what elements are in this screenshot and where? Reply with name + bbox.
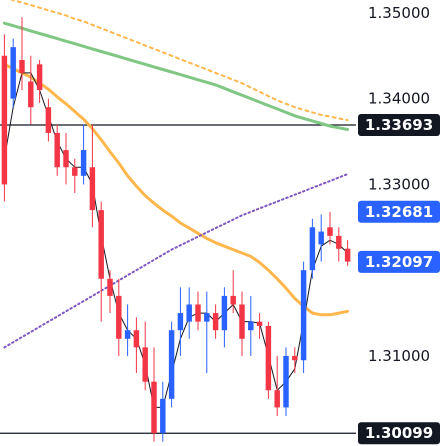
y-tick-label-2: 1.34000 [368, 90, 430, 108]
candle-25[interactable] [212, 313, 219, 331]
y-tick-label-4: 1.31000 [368, 347, 430, 365]
candle-16[interactable] [133, 330, 140, 348]
series-line-2[interactable] [2, 21, 350, 131]
plot-area [0, 0, 356, 442]
candle-27[interactable] [230, 295, 236, 305]
candle-3[interactable] [19, 60, 25, 73]
candle-28[interactable] [239, 304, 245, 339]
candle-40[interactable] [344, 248, 351, 262]
candle-33[interactable] [283, 355, 289, 408]
candle-31[interactable] [265, 325, 272, 391]
candle-29[interactable] [248, 321, 254, 331]
candle-32[interactable] [274, 390, 280, 408]
y-tick-label-3: 1.33000 [368, 175, 430, 193]
candle-7[interactable] [54, 132, 60, 168]
price-tag-horizontal-line-lower [358, 422, 440, 445]
candle-13[interactable] [107, 278, 113, 296]
candle-9[interactable] [72, 167, 78, 176]
candle-10[interactable] [80, 150, 87, 176]
candle-14[interactable] [116, 295, 122, 339]
candle-8[interactable] [63, 150, 69, 168]
candle-4[interactable] [28, 81, 34, 108]
candle-24[interactable] [204, 313, 210, 322]
candle-39[interactable] [336, 235, 342, 249]
series-line-5[interactable] [3, 72, 349, 408]
candle-26[interactable] [221, 295, 228, 331]
candle-5[interactable] [36, 64, 43, 91]
candle-35[interactable] [300, 270, 307, 361]
price-tag-label-1: 1.33693 [365, 116, 433, 134]
price-tag-label-2: 1.32681 [365, 203, 433, 221]
candle-1[interactable] [1, 55, 8, 185]
candle-37[interactable] [318, 231, 324, 245]
price-axis[interactable]: 1.35000 1.34000 1.33000 1.31000 [368, 4, 430, 365]
price-tag-label-3: 1.32097 [365, 253, 433, 271]
y-tick-label-1: 1.35000 [368, 4, 430, 22]
candle-30[interactable] [256, 321, 263, 326]
candle-18[interactable] [151, 381, 157, 434]
candle-15[interactable] [124, 330, 131, 339]
candle-19[interactable] [160, 398, 166, 434]
series-line-3[interactable] [2, 62, 350, 317]
price-tag-horizontal-line-upper [358, 113, 440, 136]
price-tag-current-price [358, 250, 440, 273]
candle-36[interactable] [309, 227, 316, 271]
candle-11[interactable] [89, 167, 96, 211]
candle-17[interactable] [142, 347, 148, 382]
price-tag-current-high [358, 200, 440, 223]
candle-20[interactable] [168, 330, 175, 399]
candle-21[interactable] [177, 313, 184, 331]
series-line-4[interactable] [3, 173, 349, 349]
series-line-1[interactable] [4, 0, 349, 122]
candle-38[interactable] [327, 227, 333, 236]
candle-12[interactable] [98, 210, 104, 279]
candle-22[interactable] [186, 304, 192, 322]
candle-6[interactable] [45, 107, 52, 133]
price-tag-label-4: 1.30099 [365, 424, 433, 442]
candle-34[interactable] [292, 355, 298, 361]
candle-2[interactable] [10, 47, 16, 99]
candle-23[interactable] [195, 304, 201, 322]
price-tags: 1.33693 1.32681 1.32097 1.30099 [358, 113, 440, 445]
